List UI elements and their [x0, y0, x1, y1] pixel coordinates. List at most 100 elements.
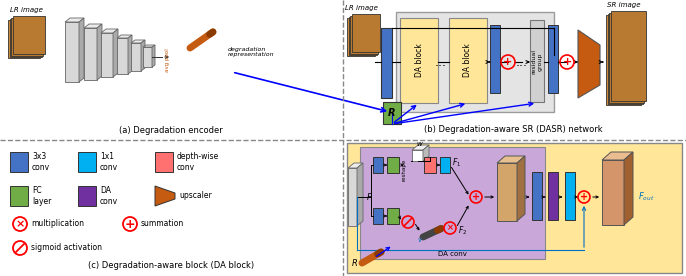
Bar: [10, 152, 28, 172]
Bar: [78, 152, 96, 172]
Polygon shape: [497, 156, 525, 163]
Polygon shape: [152, 45, 155, 67]
Bar: [449, 18, 487, 103]
Polygon shape: [101, 29, 118, 33]
Bar: [532, 172, 542, 220]
Polygon shape: [357, 163, 363, 226]
Bar: [424, 157, 436, 173]
Bar: [8, 20, 40, 58]
Polygon shape: [97, 24, 102, 80]
Bar: [602, 160, 624, 225]
Text: degradation
representation: degradation representation: [228, 47, 274, 57]
Bar: [373, 208, 383, 224]
Text: +: +: [504, 57, 512, 67]
Text: 1x1
conv: 1x1 conv: [100, 152, 118, 172]
Text: (a) Degradation encoder: (a) Degradation encoder: [119, 126, 223, 135]
Text: residual
group: residual group: [532, 49, 543, 75]
Text: LR image: LR image: [344, 5, 377, 11]
Text: 3x3
conv: 3x3 conv: [32, 152, 50, 172]
Polygon shape: [143, 45, 155, 47]
Bar: [400, 18, 438, 103]
Polygon shape: [117, 35, 132, 38]
Polygon shape: [423, 145, 429, 161]
Polygon shape: [113, 29, 118, 77]
Bar: [381, 28, 392, 98]
Bar: [11, 18, 43, 55]
Bar: [373, 157, 383, 173]
Text: $F_2$: $F_2$: [458, 225, 467, 237]
Bar: [84, 28, 97, 80]
Bar: [78, 186, 96, 206]
Bar: [383, 102, 401, 124]
Text: +: +: [125, 217, 135, 230]
Polygon shape: [131, 40, 145, 43]
Bar: [101, 33, 113, 77]
Text: v: v: [418, 237, 422, 243]
Text: $F_1$: $F_1$: [452, 157, 461, 169]
Polygon shape: [602, 152, 633, 160]
Polygon shape: [128, 35, 132, 74]
Text: w: w: [416, 141, 422, 147]
Polygon shape: [348, 163, 363, 168]
Bar: [155, 152, 173, 172]
Text: multiplication: multiplication: [31, 219, 84, 229]
Text: upscaler: upscaler: [179, 192, 212, 200]
Text: ...: ...: [516, 55, 528, 68]
Polygon shape: [155, 186, 175, 206]
Polygon shape: [79, 18, 84, 82]
Polygon shape: [578, 30, 600, 98]
Bar: [608, 14, 643, 104]
Text: DA
conv: DA conv: [100, 186, 118, 206]
Bar: [606, 15, 641, 105]
Text: depth-wise
conv: depth-wise conv: [177, 152, 220, 172]
Polygon shape: [84, 24, 102, 28]
Bar: [396, 12, 554, 112]
Bar: [347, 143, 682, 273]
Text: R: R: [388, 108, 396, 118]
Text: (c) Degradation-aware block (DA block): (c) Degradation-aware block (DA block): [88, 261, 254, 270]
Text: DA block: DA block: [414, 43, 423, 77]
Bar: [440, 157, 450, 173]
Bar: [548, 25, 558, 93]
Polygon shape: [624, 152, 633, 225]
Polygon shape: [141, 40, 145, 71]
Bar: [530, 20, 544, 102]
Text: DA conv: DA conv: [438, 251, 466, 257]
Bar: [12, 16, 45, 54]
Text: F: F: [367, 192, 372, 201]
Text: +: +: [580, 192, 588, 202]
Bar: [611, 11, 646, 101]
Text: ×: ×: [15, 219, 25, 229]
Polygon shape: [412, 145, 429, 150]
Bar: [387, 208, 399, 224]
Text: $F_{out}$: $F_{out}$: [638, 191, 654, 203]
Text: (b) Degradation-aware SR (DASR) network: (b) Degradation-aware SR (DASR) network: [424, 125, 602, 134]
Bar: [490, 25, 500, 93]
Bar: [360, 147, 545, 259]
Bar: [347, 18, 375, 56]
Bar: [387, 157, 399, 173]
Text: avg pool: avg pool: [165, 48, 169, 72]
Bar: [497, 163, 517, 221]
Bar: [350, 16, 378, 54]
Bar: [348, 17, 377, 55]
Text: ×: ×: [447, 224, 453, 232]
Polygon shape: [65, 18, 84, 22]
Bar: [548, 172, 558, 220]
Text: summation: summation: [141, 219, 185, 229]
Text: R: R: [352, 259, 358, 267]
Bar: [143, 47, 152, 67]
Text: LR image: LR image: [10, 7, 43, 13]
Text: sigmoid activation: sigmoid activation: [31, 243, 102, 253]
Bar: [351, 14, 379, 52]
Text: +: +: [563, 57, 571, 67]
Text: DA block: DA block: [464, 43, 473, 77]
Text: +: +: [472, 192, 480, 202]
Bar: [609, 13, 644, 103]
Bar: [412, 150, 423, 161]
Bar: [131, 43, 141, 71]
Bar: [65, 22, 79, 82]
Bar: [117, 38, 128, 74]
Bar: [348, 168, 357, 226]
Text: ...: ...: [435, 55, 447, 68]
